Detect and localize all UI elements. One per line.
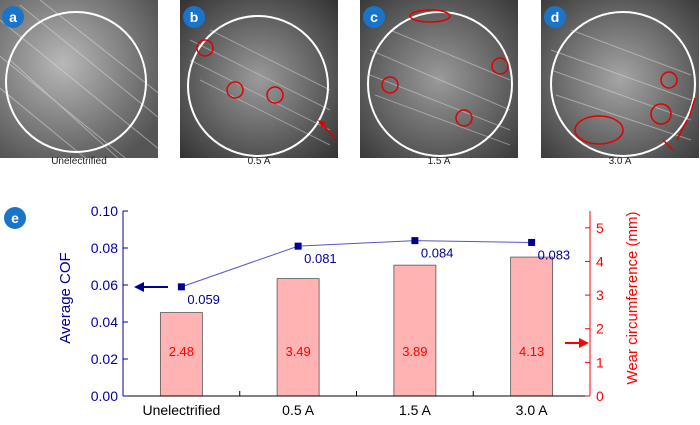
left-tick-label-5: 0.10 xyxy=(91,203,118,219)
left-tick-label-2: 0.04 xyxy=(91,314,118,330)
cof-point-1 xyxy=(294,242,302,250)
left-tick-label-3: 0.06 xyxy=(91,277,118,293)
panel-badge-c: c xyxy=(363,6,385,28)
category-label-0: Unelectrified xyxy=(142,402,220,418)
micrograph-worn-surface-unelectrified xyxy=(0,0,158,158)
cof-point-2 xyxy=(411,237,419,245)
right-tick-label-2: 2 xyxy=(596,321,604,337)
wear-bar-label-3: 4.13 xyxy=(519,344,544,359)
micrograph-panel-b xyxy=(180,0,338,158)
right-tick-label-0: 0 xyxy=(596,388,604,404)
cof-point-label-2: 0.084 xyxy=(421,246,454,261)
right-tick-label-4: 4 xyxy=(596,253,604,269)
micrograph-worn-surface-3.0a xyxy=(541,0,699,158)
cof-point-3 xyxy=(528,238,536,246)
right-tick-label-3: 3 xyxy=(596,287,604,303)
micrograph-panel-d xyxy=(541,0,699,158)
chart-badge-e: e xyxy=(4,207,26,229)
wear-bar-label-2: 3.89 xyxy=(402,344,427,359)
cof-wear-chart: 2.48 3.49 3.89 4.13 0.00 0.02 0.04 0.06 0.08 0.1… xyxy=(57,203,641,418)
wear-bar-label-1: 3.49 xyxy=(285,344,310,359)
wear-bar-0 xyxy=(159,312,203,397)
wear-bar-2 xyxy=(393,264,437,397)
left-tick-label-1: 0.02 xyxy=(91,351,118,367)
panel-badge-b: b xyxy=(183,6,205,28)
category-label-1: 0.5 A xyxy=(282,402,315,418)
panel-label-a: Unelectrified xyxy=(51,156,107,167)
panel-label-c: 1.5 A xyxy=(427,156,451,167)
wear-bar-3 xyxy=(510,256,554,397)
right-tick-label-1: 1 xyxy=(596,354,604,370)
micrograph-panel-c xyxy=(360,0,518,158)
micrograph-panel-a xyxy=(0,0,158,158)
panel-label-d: 3.0 A xyxy=(608,156,632,167)
cof-point-label-3: 0.083 xyxy=(538,247,571,262)
micrograph-worn-surface-0.5a xyxy=(180,0,338,158)
left-tick-label-4: 0.08 xyxy=(91,240,118,256)
panel-badge-d: d xyxy=(544,6,566,28)
category-label-3: 3.0 A xyxy=(516,402,549,418)
wear-bar-label-0: 2.48 xyxy=(169,344,194,359)
cof-point-label-1: 0.081 xyxy=(304,251,337,266)
right-tick-label-5: 5 xyxy=(596,220,604,236)
left-tick-label-0: 0.00 xyxy=(91,388,118,404)
micrograph-worn-surface-1.5a xyxy=(360,0,518,158)
wear-bar-1 xyxy=(276,278,320,397)
cof-point-0 xyxy=(177,283,185,291)
right-axis-arrow xyxy=(565,338,589,348)
y-axis-label-right: Wear circumference (mm) xyxy=(624,211,641,384)
category-label-2: 1.5 A xyxy=(399,402,432,418)
cof-line xyxy=(181,240,532,288)
panel-label-b: 0.5 A xyxy=(247,156,271,167)
y-axis-label-left: Average COF xyxy=(57,252,74,343)
cof-point-label-0: 0.059 xyxy=(187,292,220,307)
left-axis-arrow xyxy=(134,282,168,292)
panel-badge-a: a xyxy=(2,6,24,28)
